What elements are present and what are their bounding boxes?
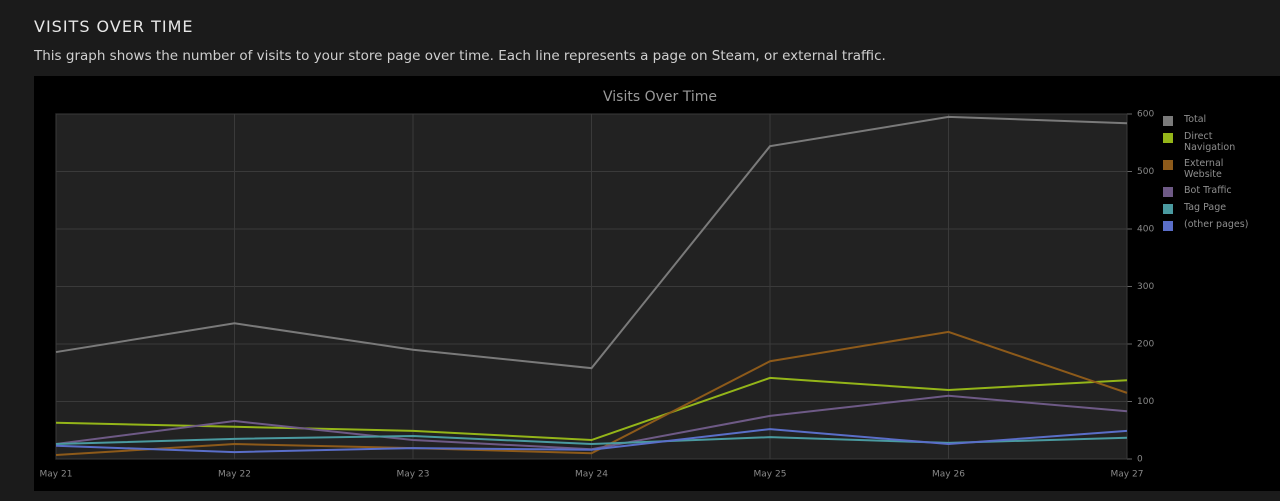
legend-label: Tag Page: [1184, 202, 1227, 213]
x-tick-label: May 21: [40, 470, 73, 480]
line: [55, 428, 1128, 454]
x-tick-label: May 23: [397, 470, 430, 480]
line: [55, 376, 1128, 442]
legend-swatch: [1163, 116, 1173, 126]
legend-swatch: [1163, 221, 1173, 231]
section-title: VISITS OVER TIME: [34, 17, 194, 36]
x-tick-label: May 22: [218, 470, 251, 480]
legend-label: External Website: [1184, 158, 1224, 180]
legend-label: Bot Traffic: [1184, 185, 1232, 196]
section-description: This graph shows the number of visits to…: [34, 48, 886, 64]
legend: Total Direct Navigation External Website Bo…: [1163, 114, 1263, 236]
x-tick-label: May 24: [575, 470, 608, 480]
y-tick-label: 0: [1137, 455, 1143, 465]
x-tick-label: May 27: [1111, 470, 1144, 480]
y-tick-label: 100: [1137, 397, 1154, 407]
y-tick-label: 500: [1137, 167, 1154, 177]
y-tick-label: 200: [1137, 340, 1154, 350]
legend-item: (other pages): [1163, 219, 1263, 231]
y-tick-label: 600: [1137, 110, 1154, 120]
legend-swatch: [1163, 160, 1173, 170]
legend-swatch: [1163, 187, 1173, 197]
legend-item: Bot Traffic: [1163, 185, 1263, 197]
x-tick-label: May 26: [932, 470, 965, 480]
legend-item: Direct Navigation: [1163, 131, 1263, 153]
legend-label: (other pages): [1184, 219, 1249, 230]
line: [55, 115, 1128, 370]
y-tick-label: 400: [1137, 225, 1154, 235]
chart-title: Visits Over Time: [603, 89, 717, 105]
line: [55, 434, 1128, 446]
legend-swatch: [1163, 133, 1173, 143]
line: [55, 330, 1128, 456]
legend-label: Total: [1184, 114, 1207, 125]
legend-item: Total: [1163, 114, 1263, 126]
legend-item: Tag Page: [1163, 202, 1263, 214]
legend-label: Direct Navigation: [1184, 131, 1236, 153]
y-tick-label: 300: [1137, 282, 1154, 292]
x-tick-label: May 25: [754, 470, 787, 480]
legend-swatch: [1163, 204, 1173, 214]
legend-item: External Website: [1163, 158, 1263, 180]
